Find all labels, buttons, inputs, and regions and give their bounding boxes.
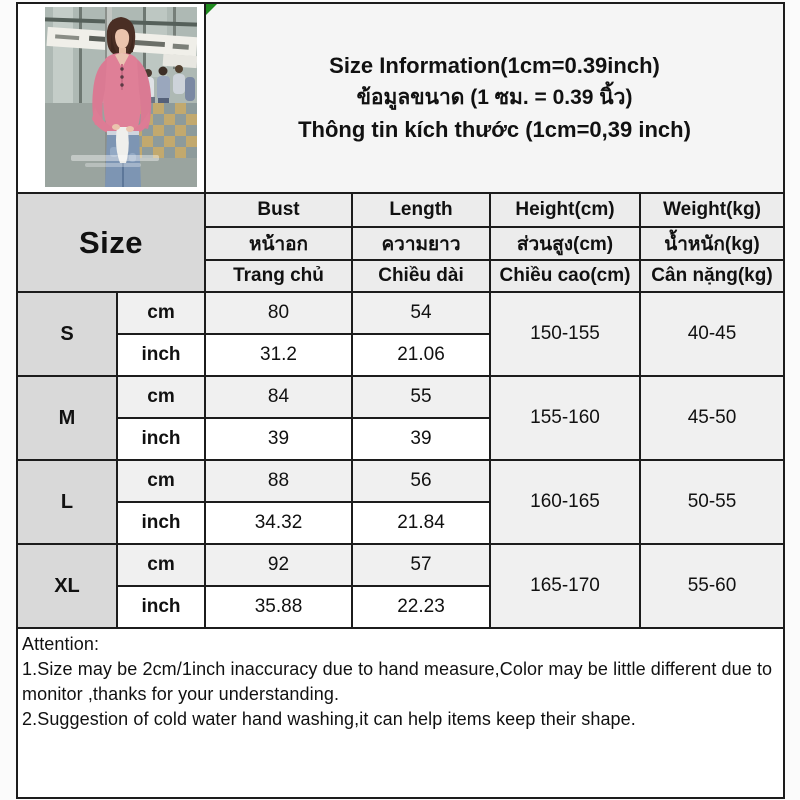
unit-label-inch: inch (116, 417, 206, 461)
value-xl-weight: 55-60 (639, 543, 785, 629)
value-l-weight: 50-55 (639, 459, 785, 545)
green-corner-marker-icon (207, 5, 217, 15)
value-l-bust-cm: 88 (204, 459, 353, 503)
attention-heading: Attention: (22, 634, 100, 654)
header-row-vietnamese: Trang chủ Chiều dài Chiều cao(cm) Cân nặ… (17, 259, 785, 293)
value-xl-length-cm: 57 (351, 543, 491, 587)
product-photo-cell (16, 2, 206, 194)
value-m-bust-cm: 84 (204, 375, 353, 419)
col-header-length-en: Length (351, 192, 491, 228)
row-s-inch: inch 31.2 21.06 (17, 333, 784, 377)
row-l-inch: inch 34.32 21.84 (17, 501, 784, 545)
row-xl-cm: XL cm 92 57 165-170 55-60 (16, 543, 785, 629)
unit-label-inch: inch (116, 501, 206, 545)
unit-label-cm: cm (116, 459, 206, 503)
row-l-cm: L cm 88 56 160-165 50-55 (16, 459, 785, 545)
size-label-l: L (16, 459, 118, 545)
unit-label-inch: inch (116, 333, 206, 377)
title-english: Size Information(1cm=0.39inch) (329, 53, 660, 78)
unit-label-inch: inch (116, 585, 206, 629)
col-header-length-th: ความยาว (351, 226, 491, 261)
value-xl-height: 165-170 (489, 543, 641, 629)
header-row-thai: หน้าอก ความยาว ส่วนสูง(cm) น้ำหนัก(kg) (17, 226, 785, 261)
value-m-height: 155-160 (489, 375, 641, 461)
size-corner-header: Size (16, 192, 206, 293)
col-header-weight-th: น้ำหนัก(kg) (639, 226, 785, 261)
value-xl-bust-inch: 35.88 (204, 585, 353, 629)
col-header-weight-en: Weight(kg) (639, 192, 785, 228)
col-header-height-th: ส่วนสูง(cm) (489, 226, 641, 261)
unit-label-cm: cm (116, 375, 206, 419)
value-s-weight: 40-45 (639, 291, 785, 377)
value-s-bust-cm: 80 (204, 291, 353, 335)
photo-title-row: Size Information(1cm=0.39inch) ข้อมูลขนา… (16, 2, 785, 194)
photo-watermark (70, 155, 159, 161)
size-label-m: M (16, 375, 118, 461)
unit-label-cm: cm (116, 291, 206, 335)
col-header-weight-vi: Cân nặng(kg) (639, 259, 785, 293)
attention-item-1: 1.Size may be 2cm/1inch inaccuracy due t… (22, 659, 773, 704)
product-photo (19, 5, 203, 191)
value-s-bust-inch: 31.2 (204, 333, 353, 377)
size-table: Size Information(1cm=0.39inch) ข้อมูลขนา… (16, 2, 785, 799)
model-figure (91, 17, 151, 187)
row-m-cm: M cm 84 55 155-160 45-50 (16, 375, 785, 461)
attention-item-2: 2.Suggestion of cold water hand washing,… (22, 709, 636, 729)
value-s-height: 150-155 (489, 291, 641, 377)
value-xl-length-inch: 22.23 (351, 585, 491, 629)
col-header-bust-en: Bust (204, 192, 353, 228)
row-m-inch: inch 39 39 (17, 417, 784, 461)
col-header-height-vi: Chiều cao(cm) (489, 259, 641, 293)
value-xl-bust-cm: 92 (204, 543, 353, 587)
title-thai: ข้อมูลขนาด (1 ซม. = 0.39 นิ้ว) (356, 86, 633, 109)
col-header-bust-th: หน้าอก (204, 226, 353, 261)
value-l-length-inch: 21.84 (351, 501, 491, 545)
value-m-weight: 45-50 (639, 375, 785, 461)
attention-row: Attention: 1.Size may be 2cm/1inch inacc… (16, 627, 785, 799)
title-vietnamese: Thông tin kích thước (1cm=0,39 inch) (298, 117, 691, 142)
size-label-xl: XL (16, 543, 118, 629)
value-l-length-cm: 56 (351, 459, 491, 503)
model-photo-illustration (44, 7, 197, 187)
unit-label-cm: cm (116, 543, 206, 587)
size-label-s: S (16, 291, 118, 377)
value-l-height: 160-165 (489, 459, 641, 545)
value-m-length-inch: 39 (351, 417, 491, 461)
row-xl-inch: inch 35.88 22.23 (17, 585, 784, 629)
value-m-bust-inch: 39 (204, 417, 353, 461)
header-row-english: Size Bust Length Height(cm) Weight(kg) (16, 192, 785, 293)
row-s-cm: S cm 80 54 150-155 40-45 (16, 291, 785, 377)
col-header-height-en: Height(cm) (489, 192, 641, 228)
title-cell: Size Information(1cm=0.39inch) ข้อมูลขนา… (204, 2, 785, 194)
value-l-bust-inch: 34.32 (204, 501, 353, 545)
col-header-length-vi: Chiều dài (351, 259, 491, 293)
attention-cell: Attention: 1.Size may be 2cm/1inch inacc… (16, 627, 785, 799)
col-header-bust-vi: Trang chủ (204, 259, 353, 293)
value-m-length-cm: 55 (351, 375, 491, 419)
value-s-length-cm: 54 (351, 291, 491, 335)
value-s-length-inch: 21.06 (351, 333, 491, 377)
